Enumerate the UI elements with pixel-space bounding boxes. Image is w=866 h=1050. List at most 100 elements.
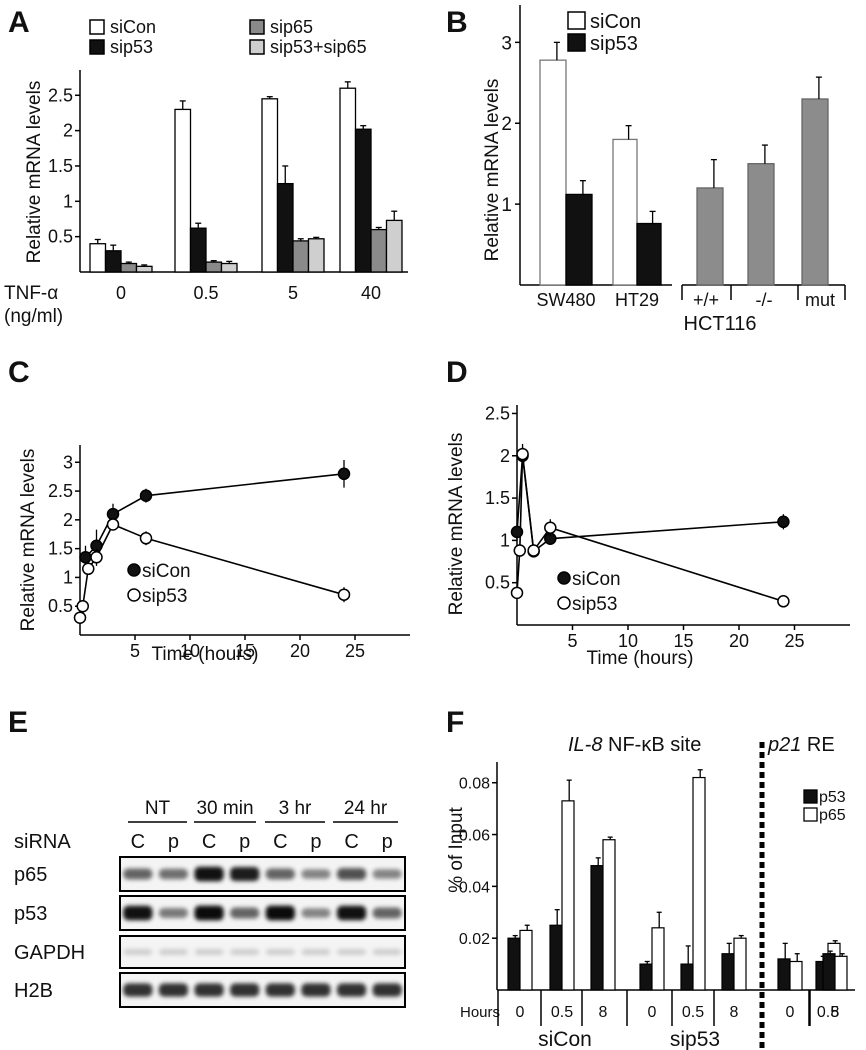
panel-a-xtick-label: 0.5 — [193, 283, 218, 303]
legend-swatch-sicon — [567, 11, 586, 30]
panel-f-xtick-label: 0 — [648, 1004, 657, 1021]
blot-lane-label: p — [382, 831, 393, 853]
panel-d-line-siCon — [516, 455, 784, 553]
title-il8-gene: IL-8 — [568, 734, 602, 756]
legend-marker-sip53 — [127, 588, 141, 602]
panel-a-xtick-label: 40 — [361, 283, 381, 303]
blot-row-label-p53: p53 — [14, 903, 47, 925]
panel-f-xlabel-hours: Hours — [460, 1004, 500, 1021]
blot-band-H2B-6 — [336, 983, 367, 997]
panel-c-point-sip53-5 — [139, 532, 153, 545]
legend-label-p65: p65 — [819, 807, 846, 824]
panel-d-legend: siCon sip53 — [557, 569, 621, 615]
panel-d-point-sip53-1 — [513, 544, 527, 557]
panel-a-legend: siCon sip53 sip65 sip53+sip65 — [89, 17, 367, 57]
blot-band-p65-2 — [194, 866, 224, 882]
panel-a-xtick-label: 5 — [288, 283, 298, 303]
panel-f-xtick-label: 0 — [516, 1004, 525, 1021]
panel-d-line-sip53 — [516, 453, 784, 603]
panel-c-point-siCon-3 — [139, 489, 153, 502]
panel-a-bar-0-3 — [339, 87, 357, 273]
blot-band-GAPDH-4 — [265, 948, 295, 956]
panel-d-point-sip53-5 — [777, 595, 790, 608]
panel-a-ytick-label: 2 — [63, 121, 73, 141]
panel-b-ylabel: Relative mRNA levels — [482, 79, 503, 262]
legend-marker-sicon — [127, 563, 141, 577]
panel-c-point-sip53-6 — [337, 588, 351, 601]
panel-f-ylabel: % of Input — [446, 807, 467, 893]
panel-f-bar-p65-5 — [733, 937, 747, 991]
blot-lane-label: C — [273, 831, 287, 853]
panel-a-bar-1-1 — [189, 227, 207, 273]
panel-a-bar-3-0 — [135, 265, 153, 273]
legend-marker-sip53 — [557, 596, 571, 610]
legend-label-sicon: siCon — [110, 17, 156, 37]
panel-c-point-sip53-1 — [76, 599, 89, 613]
panel-a-bar-2-0 — [120, 262, 138, 273]
blot-band-H2B-7 — [372, 983, 402, 997]
panel-b-legend: siCon sip53 — [567, 11, 641, 55]
blot-timepoint-label: 30 min — [196, 798, 253, 819]
panel-c-xtick-label: 15 — [235, 641, 255, 661]
title-p21-gene: p21 — [767, 734, 801, 756]
blot-band-p53-7 — [372, 907, 402, 919]
panel-f-bar-p65-4 — [692, 776, 706, 991]
panel-a-bar-2-1 — [205, 261, 223, 273]
blot-band-p53-6 — [336, 905, 367, 921]
panel-c-line-sip53 — [79, 523, 345, 618]
panel-a-ytick-label: 2.5 — [48, 85, 73, 105]
panel-c-point-siCon-2 — [106, 507, 120, 521]
panel-f-ytick-label: 0.08 — [459, 776, 490, 793]
panel-d-point-sip53-0 — [510, 586, 524, 600]
panel-a-bar-1-3 — [354, 128, 372, 273]
panel-a-ylabel: Relative mRNA levels — [24, 81, 45, 264]
panel-c-point-sip53-2 — [82, 562, 95, 576]
blot-band-H2B-1 — [158, 983, 189, 997]
panel-f-title-p21: p21 RE — [767, 734, 835, 756]
panel-f-ytick-label: 0.04 — [459, 879, 490, 896]
blot-band-p65-3 — [230, 866, 260, 882]
panel-b-chart: Relative mRNA levels siCon sip53 HCT116 … — [482, 5, 846, 335]
panel-b-xtick-label-3: -/- — [756, 290, 773, 310]
panel-f-bar-p53-4 — [680, 963, 694, 991]
panel-d-point-sip53-4 — [544, 521, 557, 534]
legend-label-sip53: sip53 — [590, 33, 638, 55]
panel-a-bar-1-0 — [104, 250, 122, 273]
panel-b-xtick-label-4: mut — [805, 290, 835, 310]
blot-band-p65-4 — [265, 868, 295, 880]
legend-swatch-p53 — [803, 789, 818, 804]
blot-lane-label: p — [168, 831, 179, 853]
panel-letter-e: E — [8, 706, 28, 739]
panel-c-point-sip53-4 — [106, 518, 120, 531]
legend-swatch-sicon — [89, 19, 105, 35]
panel-c-xlabel: Time (hours) — [152, 644, 259, 665]
blot-band-GAPDH-3 — [230, 948, 260, 956]
panel-d-xtick-label: 5 — [567, 631, 577, 651]
legend-swatch-p65 — [803, 807, 818, 822]
blot-band-p53-0 — [123, 905, 153, 921]
blot-band-GAPDH-6 — [336, 948, 367, 956]
panel-f-bar-p65-6 — [789, 960, 803, 991]
blot-band-GAPDH-7 — [372, 948, 402, 956]
panel-c-point-siCon-0 — [79, 551, 92, 564]
panel-f-bar-p53-1 — [549, 924, 563, 991]
blot-band-p65-6 — [336, 868, 367, 880]
panel-b-bar-4 — [696, 187, 724, 286]
blot-sirna-label: siRNA — [14, 831, 71, 853]
blot-band-p65-7 — [372, 869, 402, 879]
blot-lane-label: C — [344, 831, 358, 853]
blot-band-H2B-3 — [230, 983, 260, 997]
legend-label-sicon: siCon — [590, 11, 641, 33]
panel-b-group-label-hct116: HCT116 — [684, 313, 757, 335]
blot-band-p65-5 — [301, 869, 331, 879]
panel-c-ytick-label: 1.5 — [48, 539, 73, 559]
panel-f-bar-p65-2 — [602, 839, 616, 991]
blot-band-p53-3 — [230, 907, 260, 919]
panel-d-ytick-label: 2 — [500, 446, 510, 466]
panel-b-bar-3 — [636, 222, 662, 286]
panel-c-ytick-label: 3 — [63, 452, 73, 472]
panel-a-ytick-label: 1.5 — [48, 156, 73, 176]
panel-c-point-sip53-3 — [90, 551, 103, 564]
panel-f-group-sicon: siCon — [538, 1028, 592, 1050]
